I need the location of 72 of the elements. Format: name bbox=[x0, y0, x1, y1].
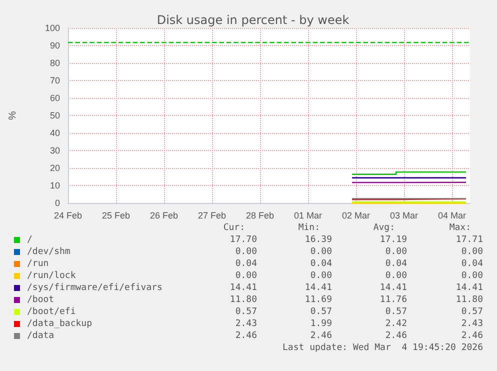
text: 0.57 bbox=[235, 307, 257, 317]
chart-title: Disk usage in percent - by week bbox=[156, 13, 350, 27]
text: 14.41 bbox=[380, 283, 407, 293]
text: 1.99 bbox=[310, 319, 332, 329]
text: Last update: Wed Mar 4 19:45:20 2026 bbox=[282, 343, 483, 353]
text: 0.00 bbox=[461, 247, 483, 257]
y-axis-title: % bbox=[8, 110, 18, 120]
legend-label: / bbox=[27, 235, 32, 245]
text: 2.43 bbox=[461, 319, 483, 329]
text: 2.43 bbox=[235, 319, 257, 329]
y-tick-label: 40 bbox=[50, 128, 60, 138]
y-tick-label: 30 bbox=[50, 146, 60, 156]
text: 2.46 bbox=[310, 331, 332, 341]
text: 0.00 bbox=[385, 247, 407, 257]
legend-label: /boot/efi bbox=[27, 307, 76, 317]
y-tick-label: 90 bbox=[50, 40, 60, 50]
y-tick-label: 50 bbox=[50, 110, 60, 120]
text: 2.46 bbox=[461, 331, 483, 341]
text: 0.57 bbox=[461, 307, 483, 317]
text: 17.19 bbox=[380, 235, 407, 245]
y-tick-label: 20 bbox=[50, 163, 60, 173]
text: 0.04 bbox=[310, 259, 332, 269]
text: 0.04 bbox=[385, 259, 407, 269]
y-tick-label: 100 bbox=[44, 23, 60, 33]
x-tick-label: 27 Feb bbox=[198, 210, 226, 220]
text: 0.00 bbox=[235, 271, 257, 281]
legend-label: /dev/shm bbox=[27, 247, 70, 257]
text: 2.46 bbox=[385, 331, 407, 341]
x-tick-label: 25 Feb bbox=[102, 210, 130, 220]
text: 0.04 bbox=[461, 259, 483, 269]
text: 0.00 bbox=[385, 271, 407, 281]
y-tick-label: 0 bbox=[54, 198, 60, 208]
legend-label: /data_backup bbox=[27, 319, 92, 329]
x-tick-label: 26 Feb bbox=[150, 210, 178, 220]
text: 16.39 bbox=[304, 235, 332, 245]
y-tick-label: 10 bbox=[50, 180, 60, 190]
text: 2.46 bbox=[235, 331, 257, 341]
text: Cur: bbox=[223, 223, 245, 233]
text: 14.41 bbox=[304, 283, 332, 293]
x-tick-label: 02 Mar bbox=[342, 210, 370, 220]
text: 14.41 bbox=[230, 283, 257, 293]
y-tick-label: 70 bbox=[50, 76, 60, 86]
text: 0.00 bbox=[235, 247, 257, 257]
text: 11.76 bbox=[380, 295, 407, 305]
legend-label: /run/lock bbox=[27, 271, 76, 281]
text: 11.69 bbox=[304, 295, 332, 305]
text: Avg: bbox=[373, 223, 395, 233]
text: 0.57 bbox=[310, 307, 332, 317]
text: 17.70 bbox=[230, 235, 257, 245]
x-tick-label: 24 Feb bbox=[54, 210, 82, 220]
legend-label: /run bbox=[27, 259, 49, 269]
text: 11.80 bbox=[456, 295, 483, 305]
text: 0.00 bbox=[310, 271, 332, 281]
text: 14.41 bbox=[456, 283, 483, 293]
text: 0.00 bbox=[461, 271, 483, 281]
legend-label: /boot bbox=[27, 295, 54, 305]
legend-label: /data bbox=[27, 331, 54, 341]
x-tick-label: 01 Mar bbox=[294, 210, 322, 220]
text: 0.04 bbox=[235, 259, 257, 269]
text: 11.80 bbox=[230, 295, 257, 305]
y-tick-label: 60 bbox=[50, 93, 60, 103]
x-tick-label: 28 Feb bbox=[246, 210, 274, 220]
text: Max: bbox=[449, 223, 471, 233]
legend-label: /sys/firmware/efi/efivars bbox=[27, 283, 162, 293]
x-tick-label: 04 Mar bbox=[438, 210, 466, 220]
x-tick-label: 03 Mar bbox=[390, 210, 418, 220]
text: 0.57 bbox=[385, 307, 407, 317]
text: 2.42 bbox=[385, 319, 407, 329]
y-tick-label: 80 bbox=[50, 58, 60, 68]
text: Min: bbox=[298, 223, 320, 233]
text: 0.00 bbox=[310, 247, 332, 257]
text: 17.71 bbox=[456, 235, 483, 245]
